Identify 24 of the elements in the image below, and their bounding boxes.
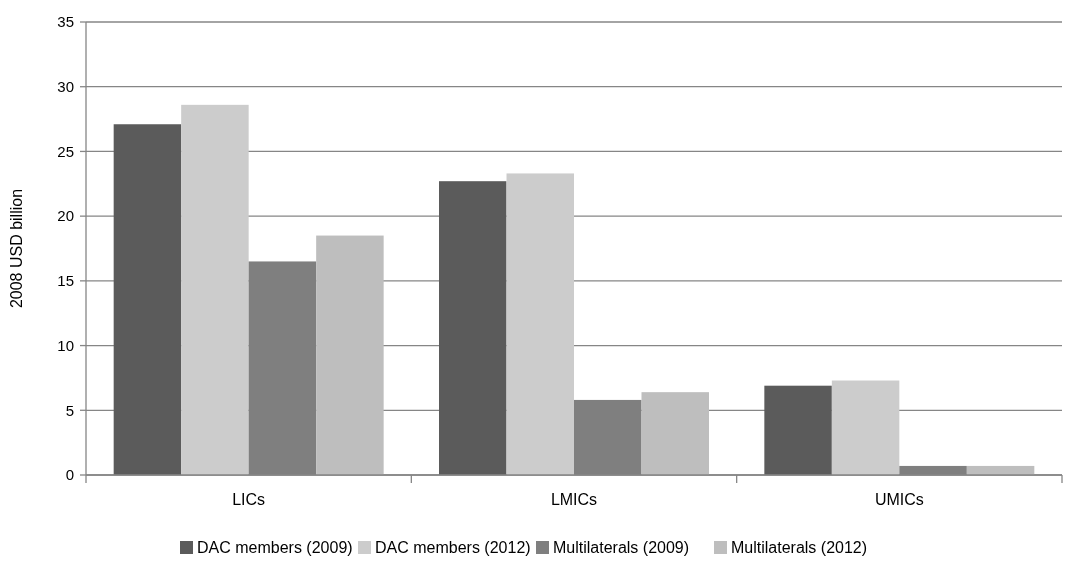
x-tick-label: LICs (232, 491, 266, 508)
y-axis-title: 2008 USD billion (8, 188, 25, 309)
x-tick-label: UMICs (874, 491, 924, 508)
bar (439, 181, 507, 475)
legend-label: DAC members (2009) (197, 538, 353, 556)
bar (316, 235, 384, 475)
y-tick-label: 0 (65, 466, 74, 484)
y-tick-label: 5 (65, 401, 74, 419)
legend-label: DAC members (2012) (375, 538, 531, 556)
y-tick-label: 15 (57, 272, 74, 290)
y-tick-label: 10 (57, 336, 74, 354)
bar (181, 104, 249, 475)
legend-label: Multilaterals (2012) (731, 538, 868, 556)
bar (831, 380, 900, 475)
y-tick-label: 25 (57, 142, 74, 160)
bar (764, 385, 832, 475)
legend-label: Multilaterals (2009) (553, 538, 690, 556)
bar (641, 392, 709, 475)
y-tick-label: 20 (57, 207, 74, 225)
bar (506, 173, 574, 475)
y-tick-label: 35 (57, 13, 74, 31)
bar (113, 124, 182, 475)
x-tick-label: LMICs (550, 491, 598, 508)
y-tick-label: 30 (57, 77, 74, 95)
